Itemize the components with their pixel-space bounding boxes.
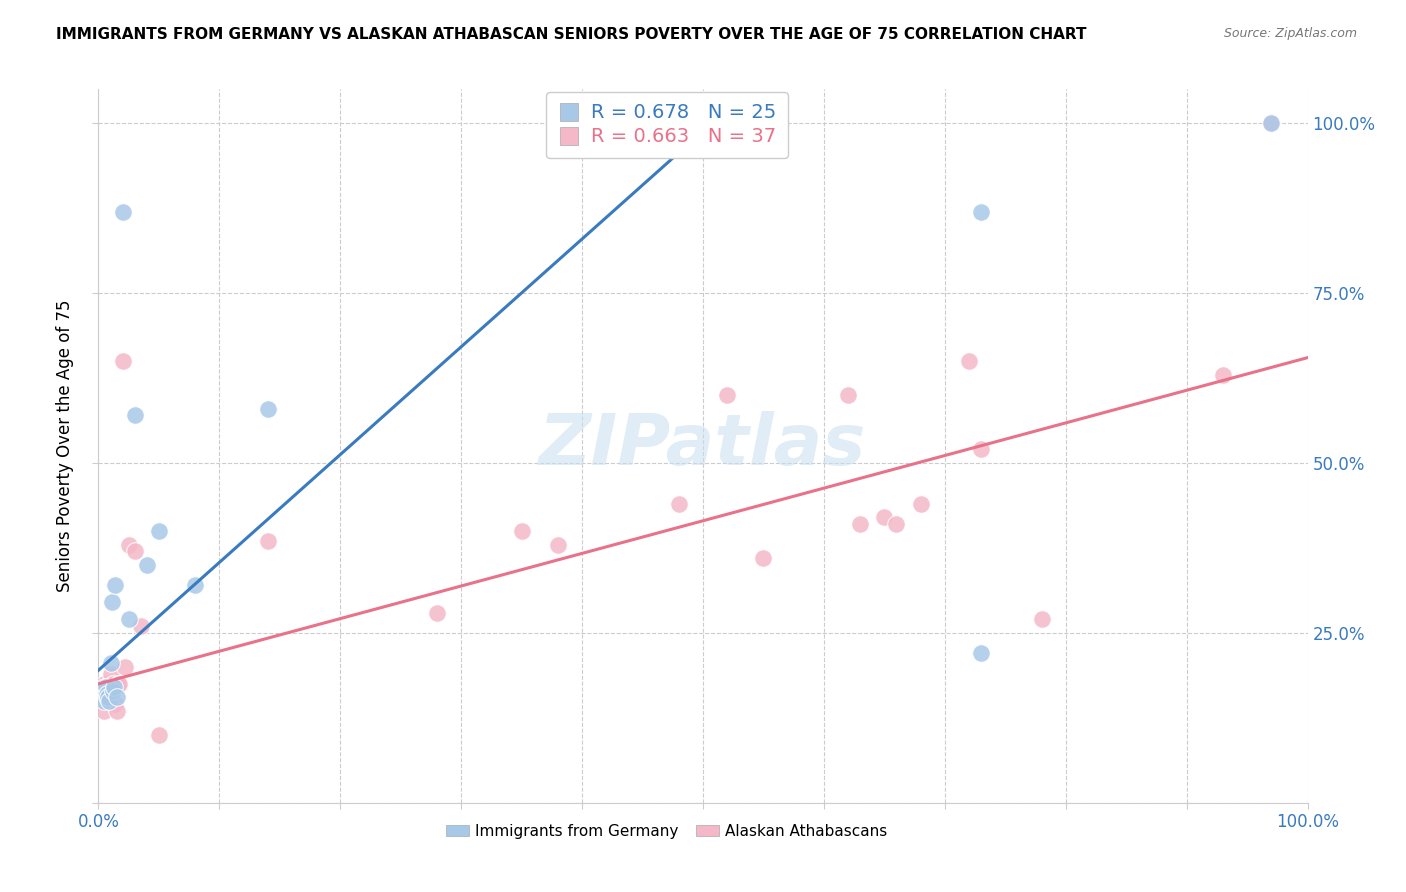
Point	[108, 677, 131, 691]
Point	[970, 646, 993, 660]
Point	[547, 537, 569, 551]
Point	[96, 690, 118, 705]
Point	[256, 401, 278, 416]
Point	[97, 690, 120, 705]
Point	[100, 666, 122, 681]
Point	[114, 660, 136, 674]
Point	[1260, 116, 1282, 130]
Point	[970, 204, 993, 219]
Point	[93, 687, 115, 701]
Point	[1260, 116, 1282, 130]
Point	[111, 204, 134, 219]
Point	[107, 677, 129, 691]
Point	[873, 510, 896, 524]
Point	[96, 687, 118, 701]
Point	[93, 704, 115, 718]
Point	[100, 680, 122, 694]
Point	[148, 728, 170, 742]
Point	[104, 578, 127, 592]
Point	[148, 524, 170, 538]
Point	[135, 558, 157, 572]
Point	[100, 595, 122, 609]
Point	[1031, 612, 1053, 626]
Point	[849, 517, 872, 532]
Point	[184, 578, 207, 592]
Point	[100, 657, 122, 671]
Point	[105, 704, 128, 718]
Point	[957, 354, 980, 368]
Point	[910, 497, 932, 511]
Point	[93, 677, 115, 691]
Point	[101, 683, 124, 698]
Point	[104, 698, 127, 712]
Point	[1212, 368, 1234, 382]
Point	[103, 680, 125, 694]
Point	[124, 544, 146, 558]
Point	[101, 677, 124, 691]
Point	[118, 612, 141, 626]
Point	[93, 694, 115, 708]
Point	[668, 497, 690, 511]
Point	[96, 687, 118, 701]
Point	[716, 388, 738, 402]
Point	[111, 354, 134, 368]
Text: IMMIGRANTS FROM GERMANY VS ALASKAN ATHABASCAN SENIORS POVERTY OVER THE AGE OF 75: IMMIGRANTS FROM GERMANY VS ALASKAN ATHAB…	[56, 27, 1087, 42]
Point	[94, 680, 117, 694]
Legend: Immigrants from Germany, Alaskan Athabascans: Immigrants from Germany, Alaskan Athabas…	[440, 818, 894, 845]
Point	[98, 694, 121, 708]
Y-axis label: Seniors Poverty Over the Age of 75: Seniors Poverty Over the Age of 75	[56, 300, 75, 592]
Point	[118, 537, 141, 551]
Point	[837, 388, 859, 402]
Point	[510, 524, 533, 538]
Point	[256, 534, 278, 549]
Point	[93, 687, 115, 701]
Text: ZIPatlas: ZIPatlas	[540, 411, 866, 481]
Text: Source: ZipAtlas.com: Source: ZipAtlas.com	[1223, 27, 1357, 40]
Point	[103, 698, 125, 712]
Point	[752, 551, 775, 566]
Point	[886, 517, 908, 532]
Point	[97, 690, 120, 705]
Point	[129, 619, 152, 633]
Point	[93, 690, 115, 705]
Point	[98, 690, 121, 705]
Point	[124, 409, 146, 423]
Point	[93, 680, 115, 694]
Point	[105, 690, 128, 705]
Point	[970, 442, 993, 457]
Point	[426, 606, 449, 620]
